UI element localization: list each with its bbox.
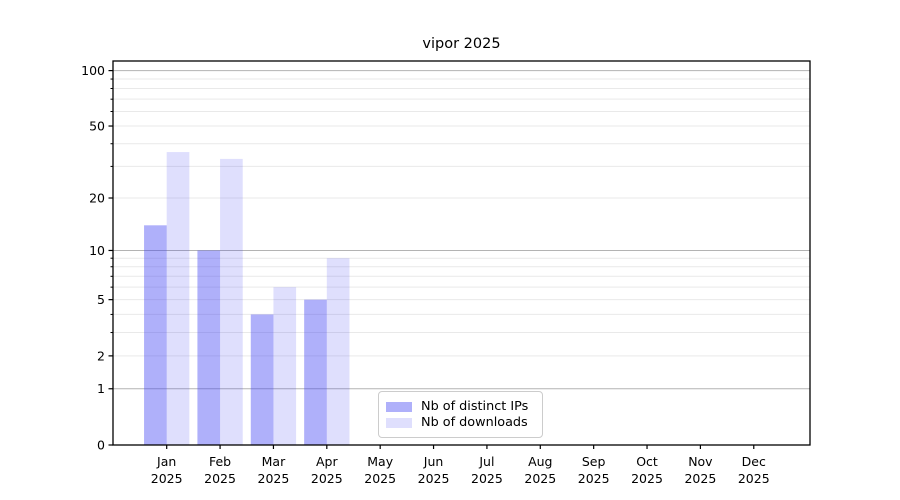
x-tick-label-year: 2025 [364, 471, 396, 486]
chart-title: vipor 2025 [422, 36, 501, 52]
legend: Nb of distinct IPs Nb of downloads [378, 391, 543, 438]
bar-downloads [326, 258, 350, 445]
x-tick-label-year: 2025 [578, 471, 610, 486]
bar-distinct-ips [197, 250, 221, 445]
x-tick-label-year: 2025 [738, 471, 770, 486]
x-tick-label-year: 2025 [524, 471, 556, 486]
x-tick-label-month: Aug [528, 454, 552, 469]
bar-downloads [166, 152, 190, 445]
x-tick-label-month: Dec [742, 454, 766, 469]
x-tick-label-month: Oct [636, 454, 658, 469]
x-tick-label-month: Sep [582, 454, 606, 469]
x-tick-label-month: Jan [156, 454, 176, 469]
bar-distinct-ips [144, 225, 167, 445]
y-tick-label: 2 [97, 348, 105, 363]
x-tick-label-year: 2025 [471, 471, 503, 486]
y-tick-label: 1 [97, 381, 105, 396]
legend-label-distinct-ips: Nb of distinct IPs [421, 399, 529, 414]
x-tick-label-month: May [367, 454, 393, 469]
y-tick-label: 20 [89, 190, 105, 205]
x-tick-label-year: 2025 [204, 471, 236, 486]
y-tick-label: 10 [89, 243, 105, 258]
x-tick-label-year: 2025 [151, 471, 183, 486]
legend-item-downloads: Nb of downloads [386, 415, 534, 430]
x-tick-label-month: Mar [262, 454, 286, 469]
legend-label-downloads: Nb of downloads [421, 415, 528, 430]
x-tick-label-month: Jun [423, 454, 444, 469]
x-tick-label-year: 2025 [311, 471, 343, 486]
x-tick-label-month: Jul [478, 454, 494, 469]
bar-distinct-ips [304, 299, 327, 445]
x-tick-label-month: Nov [688, 454, 713, 469]
x-tick-label-year: 2025 [684, 471, 716, 486]
y-tick-label: 50 [89, 118, 105, 133]
legend-item-distinct-ips: Nb of distinct IPs [386, 399, 534, 414]
bar-distinct-ips [250, 314, 274, 445]
legend-swatch-downloads [386, 417, 412, 428]
x-tick-label-year: 2025 [631, 471, 663, 486]
x-tick-label-month: Apr [316, 454, 338, 469]
bar-downloads [220, 158, 243, 445]
y-tick-label: 0 [97, 437, 105, 452]
axis-spine [112, 60, 811, 446]
legend-swatch-distinct-ips [386, 401, 412, 412]
bar-downloads [273, 287, 297, 445]
x-tick-label-year: 2025 [418, 471, 450, 486]
y-tick-label: 5 [97, 292, 105, 307]
y-tick-label: 100 [81, 63, 105, 78]
x-tick-label-month: Feb [209, 454, 231, 469]
x-tick-label-year: 2025 [258, 471, 290, 486]
